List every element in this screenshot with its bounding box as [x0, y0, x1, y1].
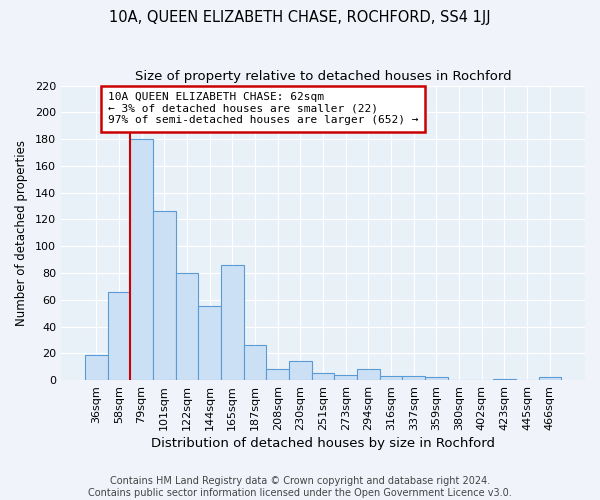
Bar	[107, 292, 130, 380]
Text: Contains HM Land Registry data © Crown copyright and database right 2024.
Contai: Contains HM Land Registry data © Crown c…	[88, 476, 512, 498]
Bar	[266, 370, 289, 380]
Bar	[289, 362, 311, 380]
Text: 10A, QUEEN ELIZABETH CHASE, ROCHFORD, SS4 1JJ: 10A, QUEEN ELIZABETH CHASE, ROCHFORD, SS…	[109, 10, 491, 25]
Bar	[380, 376, 403, 380]
Bar	[153, 212, 176, 380]
Bar	[539, 378, 561, 380]
Bar	[334, 374, 357, 380]
X-axis label: Distribution of detached houses by size in Rochford: Distribution of detached houses by size …	[151, 437, 495, 450]
Bar	[311, 374, 334, 380]
Bar	[403, 376, 425, 380]
Bar	[221, 265, 244, 380]
Bar	[198, 306, 221, 380]
Title: Size of property relative to detached houses in Rochford: Size of property relative to detached ho…	[135, 70, 511, 83]
Bar	[425, 378, 448, 380]
Bar	[493, 378, 516, 380]
Bar	[176, 273, 198, 380]
Bar	[357, 370, 380, 380]
Bar	[244, 346, 266, 380]
Text: 10A QUEEN ELIZABETH CHASE: 62sqm
← 3% of detached houses are smaller (22)
97% of: 10A QUEEN ELIZABETH CHASE: 62sqm ← 3% of…	[107, 92, 418, 126]
Y-axis label: Number of detached properties: Number of detached properties	[15, 140, 28, 326]
Bar	[130, 139, 153, 380]
Bar	[85, 354, 107, 380]
